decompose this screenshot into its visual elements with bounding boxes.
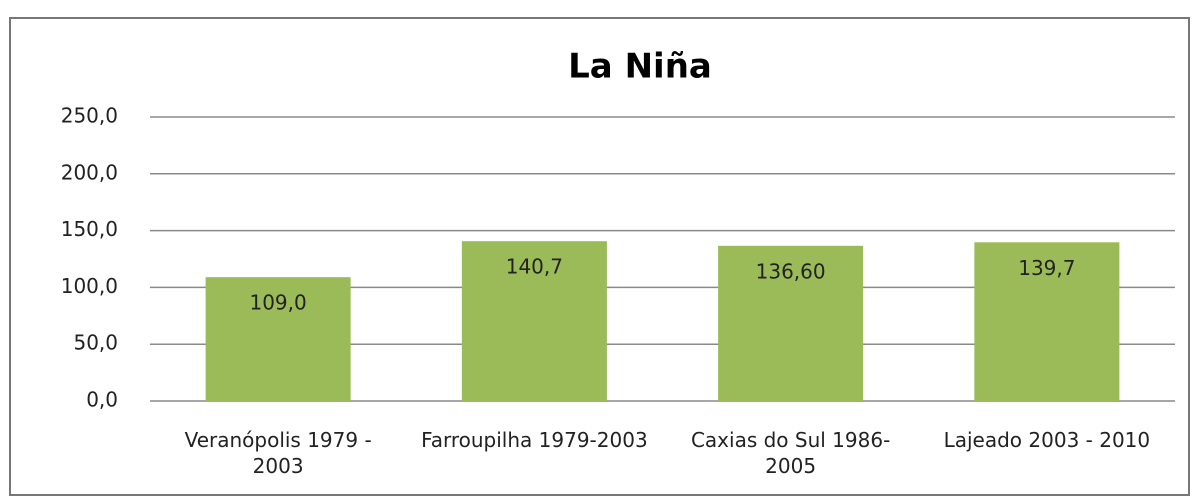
bar <box>974 242 1120 401</box>
y-tick-label: 150,0 <box>61 217 118 241</box>
y-tick-label: 250,0 <box>61 104 118 128</box>
data-label: 139,7 <box>1018 256 1075 280</box>
data-label: 109,0 <box>249 291 306 315</box>
bar <box>205 277 351 401</box>
y-tick-label: 100,0 <box>61 274 118 298</box>
x-tick-label: Veranópolis 1979 - 2003 <box>184 428 372 478</box>
x-tick-label: Farroupilha 1979-2003 <box>421 428 648 452</box>
chart-title: La Niña <box>568 47 712 87</box>
data-label: 136,60 <box>756 259 826 283</box>
y-tick-label: 0,0 <box>86 388 118 412</box>
y-tick-label: 200,0 <box>61 160 118 184</box>
y-tick-label: 50,0 <box>73 331 118 355</box>
data-label: 140,7 <box>506 255 563 279</box>
bar <box>461 241 607 401</box>
bar <box>718 245 864 401</box>
x-tick-label: Lajeado 2003 - 2010 <box>943 428 1151 452</box>
x-tick-label: Caxias do Sul 1986-2005 <box>690 428 891 478</box>
